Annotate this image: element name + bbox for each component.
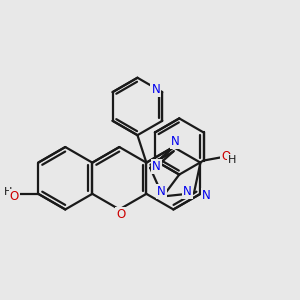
Text: O: O [221, 150, 230, 163]
Text: N: N [152, 160, 161, 173]
Text: N: N [183, 185, 192, 198]
Text: N: N [202, 189, 211, 202]
Text: O: O [10, 190, 19, 203]
Text: N: N [170, 135, 179, 148]
Text: N: N [152, 83, 160, 96]
Text: H: H [4, 188, 13, 197]
Text: O: O [116, 208, 125, 221]
Text: N: N [157, 184, 166, 198]
Text: H: H [228, 155, 237, 165]
